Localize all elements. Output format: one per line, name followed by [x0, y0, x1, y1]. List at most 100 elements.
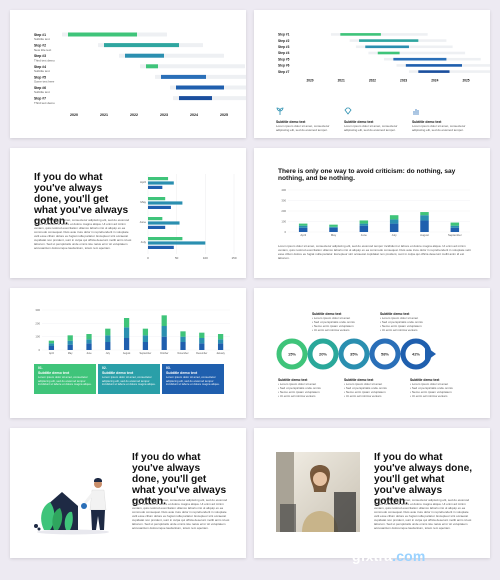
bar: [148, 201, 183, 205]
feature-item-2: Subtitle demo text Lorem ipsum dolor sit…: [344, 102, 406, 132]
card-title: Subtitle demo text: [38, 371, 70, 375]
column-segment: [389, 219, 399, 224]
quote-body: Lorem ipsum dolor sit amet, consectetur …: [374, 498, 472, 531]
bar: [148, 221, 180, 225]
column-segment: [298, 227, 308, 232]
y-tick: 100: [281, 220, 286, 224]
step-label: Step #5: [278, 57, 290, 61]
gantt-bar: [340, 33, 381, 36]
caption-line: • Lorem ipsum dolor sit amet: [380, 316, 419, 320]
caption-line: • Ut enim ad minima veniam: [278, 394, 316, 399]
column-segment: [180, 336, 186, 342]
category-label: May: [140, 200, 146, 204]
feature-title: Subtitle demo text: [412, 120, 442, 124]
column-segment: [298, 225, 308, 228]
slide-photo-quote[interactable]: If you do what you've always done, you'l…: [254, 428, 490, 558]
slide-illustration-quote[interactable]: If you do what you've always done, you'l…: [10, 428, 246, 558]
card-body: Lorem ipsum dolor sit amet, consectetur …: [166, 375, 220, 387]
bar: [148, 225, 166, 229]
category-label: June: [86, 352, 92, 355]
step-label: Step #1: [34, 33, 46, 37]
column-segment: [105, 335, 111, 342]
step-label: Step #3: [278, 45, 290, 49]
bar: [148, 237, 183, 241]
loop-ring: [276, 338, 308, 370]
slide-columns-cards[interactable]: 0 100 200 300 April May June July August Septembe…: [10, 288, 246, 418]
loop-ring: [338, 338, 370, 370]
y-tick: 300: [35, 308, 40, 312]
column-segment: [298, 223, 308, 226]
quote-body: Lorem ipsum dolor sit amet, consectetur …: [34, 218, 132, 251]
quote-body: Lorem ipsum dolor sit amet, consectetur …: [132, 498, 230, 531]
column-segment: [420, 212, 429, 216]
gantt-bar: [179, 96, 212, 101]
year-tick: 2024: [431, 78, 438, 82]
column-segment: [123, 338, 130, 350]
step-subtitle: Subtitle text: [34, 69, 50, 73]
x-tick: 0: [147, 256, 149, 260]
gantt-bar: [161, 74, 206, 79]
percent-label: 15%: [288, 351, 296, 356]
column-segment: [359, 223, 369, 226]
column-segment: [142, 335, 149, 342]
step-subtitle: Subtitle text: [34, 37, 50, 41]
horizontal-bar-chart: 0 50 100 150 April May June July: [139, 174, 237, 260]
caption-line: • Lorem ipsum dolor sit amet: [312, 316, 351, 320]
column-segment: [105, 342, 111, 350]
slide-loop-infographic[interactable]: 15% 20% 35% 58% 42% Subtitle demo text • Lore…: [254, 288, 490, 418]
column-segment: [180, 331, 186, 337]
caption-line: • Sed ut perspiciatis unde omnis: [312, 320, 355, 325]
step-subtitle: Third text demo: [34, 58, 55, 62]
year-tick: 2023: [160, 113, 168, 117]
plant-icon: [276, 107, 284, 115]
stacked-column-chart: 0 100 200 300 April May June July August Septembe…: [35, 308, 230, 355]
column-segment: [48, 340, 55, 344]
year-tick: 2021: [338, 78, 345, 82]
gantt-chart-compact: Step #1 Step #2 Step #3 Step #4 Step #5 Step …: [278, 33, 490, 82]
percent-label: 35%: [350, 351, 358, 356]
step-label: Step #6: [34, 86, 46, 90]
step-subtitle: Subtitle text: [34, 90, 50, 94]
info-card: 01. Subtitle demo text Lorem ipsum dolor s…: [34, 364, 96, 394]
column-segment: [217, 339, 224, 344]
y-tick: 0: [38, 348, 40, 352]
percent-label: 58%: [381, 351, 389, 356]
caption-line: • Lorem ipsum dolor sit amet: [278, 382, 317, 386]
category-label: June: [361, 233, 368, 237]
gantt-bar: [176, 85, 224, 90]
caption-line: • Nemo enim ipsam voluptatem: [410, 390, 452, 395]
card-title: Subtitle demo text: [166, 371, 198, 375]
category-label: October: [160, 352, 169, 355]
step-label: Step #6: [278, 64, 290, 68]
feature-row: Subtitle demo text Lorem ipsum dolor sit…: [276, 102, 476, 132]
column-segment: [67, 344, 73, 350]
bar: [148, 185, 163, 189]
step-label: Step #4: [34, 65, 46, 69]
quote-heading: If you do what you've always done, you'l…: [132, 452, 227, 508]
quote-heading: If you do what you've always done, you'l…: [374, 452, 473, 508]
loop-ring: [369, 338, 401, 370]
person-illustration: [34, 478, 109, 535]
category-label: April: [140, 180, 146, 184]
column-segment: [450, 225, 460, 228]
caption-title: Subtitle demo text: [312, 312, 342, 316]
column-segment: [161, 326, 167, 337]
card-number: 03.: [166, 366, 171, 370]
loop-infographic: 15% 20% 35% 58% 42%: [276, 338, 436, 370]
caption-line: • Sed ut perspiciatis unde omnis: [344, 386, 387, 391]
caption-line: • Nemo enim ipsam voluptatem: [278, 390, 320, 395]
slide-gantt[interactable]: Step #1 Subtitle text Step #2 New title tex…: [10, 10, 246, 138]
slide-quote-hbar[interactable]: If you do what you've always done, you'l…: [10, 148, 246, 278]
slide-gantt-icons[interactable]: Step #1 Step #2 Step #3 Step #4 Step #5 Step …: [254, 10, 490, 138]
gantt-bar: [393, 57, 447, 61]
card-number: 02.: [102, 366, 107, 370]
column-segment: [48, 346, 55, 350]
bar: [148, 205, 171, 209]
bar: [148, 177, 169, 181]
category-label: August: [123, 352, 131, 355]
column-segment: [217, 334, 224, 340]
year-tick: 2025: [462, 78, 469, 82]
year-tick: 2020: [306, 78, 313, 82]
diamond-icon: [344, 107, 352, 115]
slide-column-chart[interactable]: There is only one way to avoid criticism…: [254, 148, 490, 278]
